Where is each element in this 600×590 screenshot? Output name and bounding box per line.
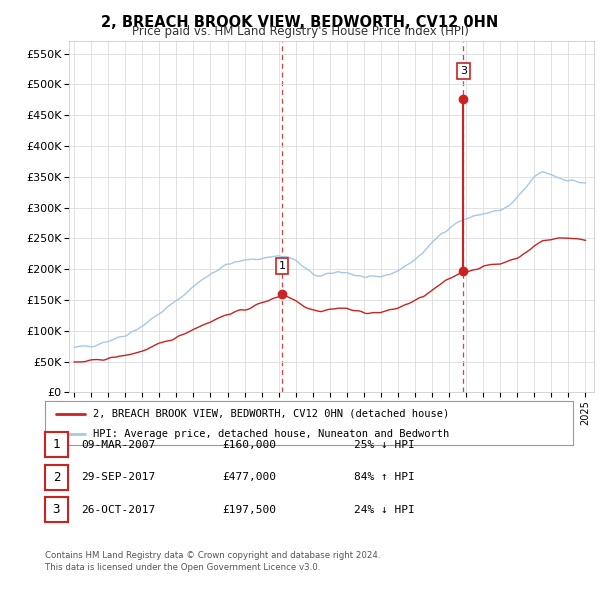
Text: 2: 2 xyxy=(53,471,60,484)
Text: 3: 3 xyxy=(460,66,467,76)
Text: 1: 1 xyxy=(278,261,286,271)
Text: Price paid vs. HM Land Registry's House Price Index (HPI): Price paid vs. HM Land Registry's House … xyxy=(131,25,469,38)
Text: Contains HM Land Registry data © Crown copyright and database right 2024.: Contains HM Land Registry data © Crown c… xyxy=(45,552,380,560)
Text: 29-SEP-2017: 29-SEP-2017 xyxy=(81,473,155,482)
Text: 2, BREACH BROOK VIEW, BEDWORTH, CV12 0HN (detached house): 2, BREACH BROOK VIEW, BEDWORTH, CV12 0HN… xyxy=(92,409,449,418)
Text: £477,000: £477,000 xyxy=(222,473,276,482)
Text: 2, BREACH BROOK VIEW, BEDWORTH, CV12 0HN: 2, BREACH BROOK VIEW, BEDWORTH, CV12 0HN xyxy=(101,15,499,30)
Text: £160,000: £160,000 xyxy=(222,440,276,450)
Text: 1: 1 xyxy=(53,438,60,451)
Text: 84% ↑ HPI: 84% ↑ HPI xyxy=(354,473,415,482)
Text: 24% ↓ HPI: 24% ↓ HPI xyxy=(354,505,415,514)
Text: HPI: Average price, detached house, Nuneaton and Bedworth: HPI: Average price, detached house, Nune… xyxy=(92,430,449,440)
Text: 3: 3 xyxy=(53,503,60,516)
Text: This data is licensed under the Open Government Licence v3.0.: This data is licensed under the Open Gov… xyxy=(45,563,320,572)
Text: 25% ↓ HPI: 25% ↓ HPI xyxy=(354,440,415,450)
Text: 26-OCT-2017: 26-OCT-2017 xyxy=(81,505,155,514)
Text: 09-MAR-2007: 09-MAR-2007 xyxy=(81,440,155,450)
Text: £197,500: £197,500 xyxy=(222,505,276,514)
